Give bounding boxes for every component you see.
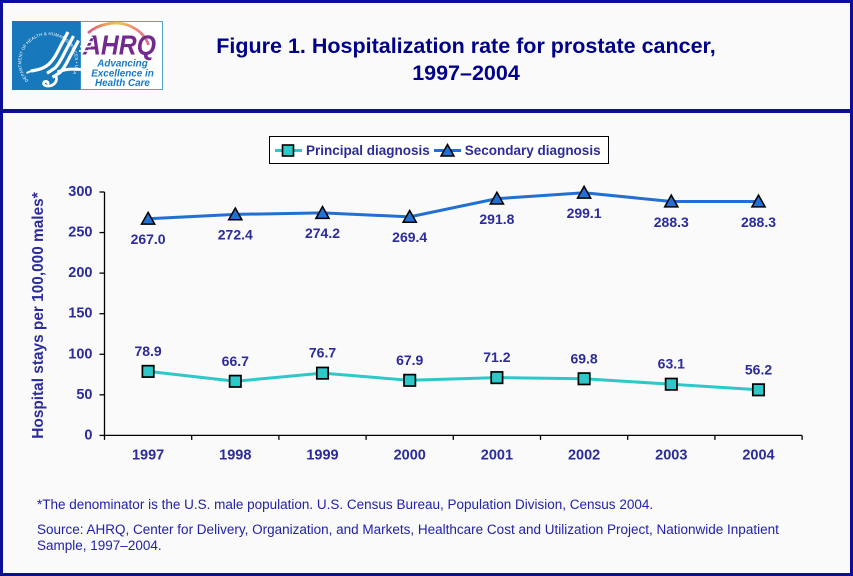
svg-text:69.8: 69.8: [570, 350, 597, 366]
svg-text:300: 300: [68, 184, 92, 200]
svg-text:272.4: 272.4: [218, 227, 253, 243]
svg-text:Excellence in: Excellence in: [91, 68, 154, 79]
svg-text:63.1: 63.1: [658, 356, 685, 372]
svg-text:1999: 1999: [306, 448, 338, 464]
svg-text:2001: 2001: [481, 448, 513, 464]
svg-text:2000: 2000: [394, 448, 426, 464]
svg-text:2004: 2004: [742, 448, 774, 464]
svg-text:2002: 2002: [568, 448, 600, 464]
svg-text:2003: 2003: [655, 448, 687, 464]
svg-text:76.7: 76.7: [309, 345, 336, 361]
svg-text:Hospital stays per 100,000 ma: Hospital stays per 100,000 males*: [30, 192, 47, 438]
svg-text:150: 150: [68, 306, 92, 322]
svg-text:291.8: 291.8: [479, 211, 514, 227]
svg-text:66.7: 66.7: [222, 353, 249, 369]
svg-text:78.9: 78.9: [134, 343, 161, 359]
svg-text:299.1: 299.1: [567, 205, 602, 221]
svg-text:67.9: 67.9: [396, 352, 423, 368]
svg-text:56.2: 56.2: [745, 361, 772, 377]
svg-text:1997: 1997: [132, 448, 164, 464]
svg-text:269.4: 269.4: [392, 229, 427, 245]
svg-text:288.3: 288.3: [741, 214, 776, 230]
svg-text:274.2: 274.2: [305, 225, 340, 241]
svg-text:288.3: 288.3: [654, 214, 689, 230]
svg-text:200: 200: [68, 265, 92, 281]
svg-text:100: 100: [68, 346, 92, 362]
svg-text:267.0: 267.0: [131, 231, 166, 247]
svg-text:250: 250: [68, 225, 92, 241]
svg-text:Advancing: Advancing: [96, 59, 147, 70]
svg-text:0: 0: [84, 427, 92, 443]
svg-text:AHRQ: AHRQ: [82, 30, 156, 61]
svg-text:1998: 1998: [219, 448, 251, 464]
svg-text:50: 50: [76, 387, 92, 403]
svg-text:Health Care: Health Care: [95, 78, 150, 89]
svg-text:71.2: 71.2: [483, 349, 510, 365]
